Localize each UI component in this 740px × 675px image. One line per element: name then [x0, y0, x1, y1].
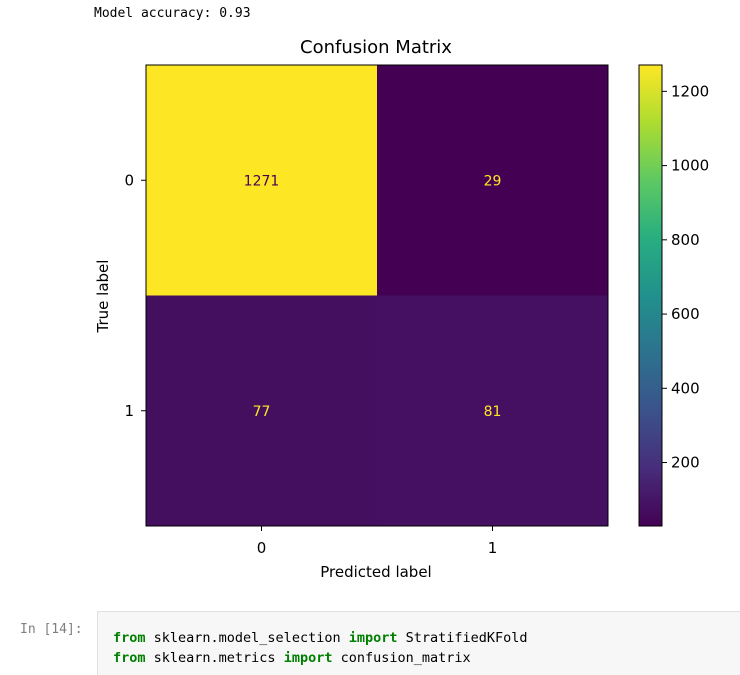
cell-value-label: 77 — [253, 404, 271, 420]
colorbar-tick-label: 1200 — [671, 82, 709, 100]
heatmap-cell-1-0 — [146, 295, 377, 526]
colorbar — [638, 64, 663, 527]
chart-title: Confusion Matrix — [300, 37, 452, 58]
heatmap-cell-1-1 — [377, 295, 608, 526]
x-tick-label: 1 — [488, 539, 498, 557]
code-module: sklearn.model_selection — [145, 630, 349, 646]
y-axis-label: True label — [94, 260, 112, 334]
x-tick-label: 0 — [257, 539, 267, 557]
heatmap-cell-0-1 — [377, 65, 608, 296]
keyword-import: import — [283, 650, 333, 666]
plot-frame — [145, 64, 609, 527]
axis-ticks: 0 1 0 1 — [124, 171, 497, 557]
cell-value-label: 29 — [484, 173, 502, 189]
colorbar-tick-label: 1000 — [671, 157, 709, 175]
keyword-from: from — [113, 650, 146, 666]
cell-prompt: In [14]: — [20, 622, 83, 637]
heatmap-cell-0-0 — [146, 65, 377, 296]
cell-output-text: Model accuracy: 0.93 — [94, 6, 251, 21]
confusion-matrix-chart: Confusion Matrix 1271 29 77 81 0 1 0 1 Predict… — [94, 37, 709, 581]
colorbar-tick-label: 400 — [671, 379, 700, 397]
colorbar-ticks: 200 400 600 800 1000 1200 — [662, 82, 709, 472]
code-module: sklearn.metrics — [145, 650, 284, 666]
keyword-import: import — [348, 630, 398, 646]
keyword-from: from — [113, 630, 146, 646]
x-axis-label: Predicted label — [320, 563, 431, 581]
code-cell[interactable]: from sklearn.model_selection import Stra… — [97, 611, 740, 675]
code-name: confusion_matrix — [332, 650, 471, 666]
heatmap-cells: 1271 29 77 81 — [146, 65, 608, 526]
colorbar-tick-label: 600 — [671, 305, 700, 323]
code-name: StratifiedKFold — [397, 630, 528, 646]
cell-value-label: 1271 — [244, 173, 280, 189]
cell-value-label: 81 — [484, 404, 502, 420]
y-tick-label: 1 — [124, 402, 134, 420]
colorbar-tick-label: 800 — [671, 231, 700, 249]
y-tick-label: 0 — [124, 171, 134, 189]
colorbar-tick-label: 200 — [671, 454, 700, 472]
